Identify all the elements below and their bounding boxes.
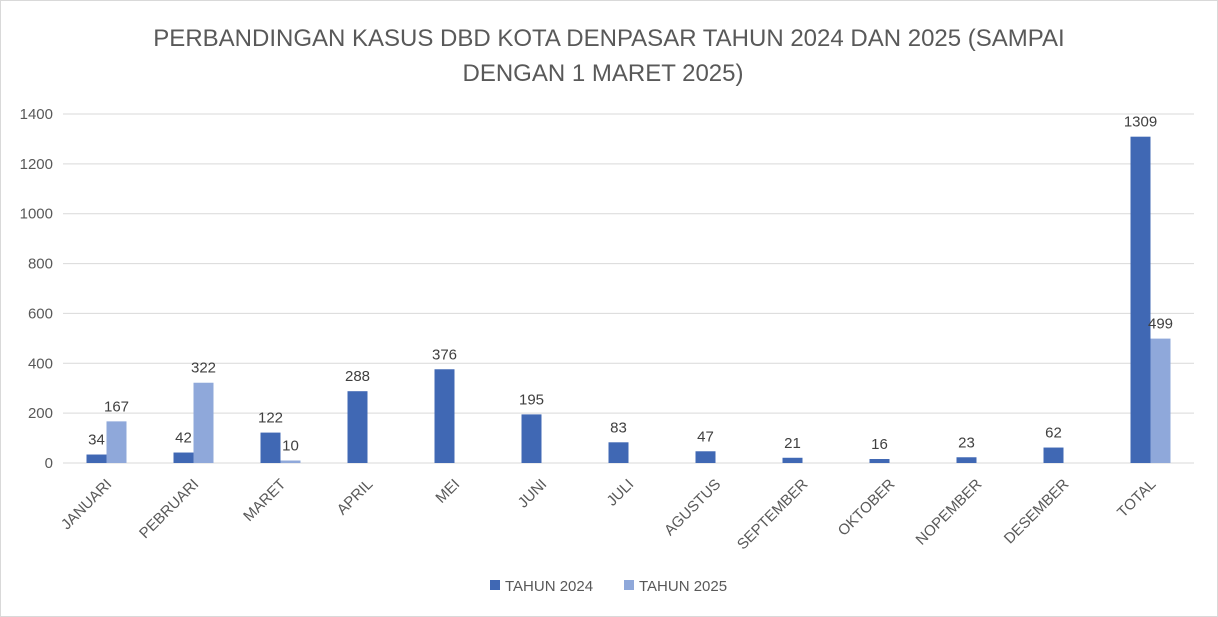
y-tick-label-1200: 1200 xyxy=(20,156,53,173)
data-label-tahun-2024-mei: 376 xyxy=(432,346,457,363)
x-category-label-total: TOTAL xyxy=(1114,476,1159,521)
bar-tahun-2024-nopember xyxy=(956,457,977,463)
y-tick-label-800: 800 xyxy=(28,256,53,273)
x-category-label-juni: JUNI xyxy=(515,476,551,512)
data-label-tahun-2025-pebruari: 322 xyxy=(191,360,216,377)
y-tick-label-1000: 1000 xyxy=(20,206,53,223)
x-category-label-nopember: NOPEMBER xyxy=(913,476,986,549)
bar-tahun-2025-total xyxy=(1150,338,1171,463)
bar-tahun-2024-januari xyxy=(86,454,107,463)
data-label-tahun-2024-april: 288 xyxy=(345,368,370,385)
data-label-tahun-2024-juni: 195 xyxy=(519,391,544,408)
legend: TAHUN 2024 TAHUN 2025 xyxy=(490,578,727,595)
chart-title-line-2: DENGAN 1 MARET 2025) xyxy=(463,60,744,87)
gridlines xyxy=(63,113,1194,464)
y-tick-label-400: 400 xyxy=(28,355,53,372)
bar-tahun-2024-september xyxy=(782,457,803,463)
bar-tahun-2024-pebruari xyxy=(173,452,194,463)
bar-tahun-2024-oktober xyxy=(869,459,890,463)
bar-tahun-2024-desember xyxy=(1043,447,1064,463)
data-label-tahun-2025-maret: 10 xyxy=(282,438,299,455)
bar-tahun-2024-april xyxy=(347,391,368,463)
y-tick-label-200: 200 xyxy=(28,405,53,422)
y-tick-label-1400: 1400 xyxy=(20,106,53,123)
bar-tahun-2024-mei xyxy=(434,369,455,463)
x-category-label-juli: JULI xyxy=(603,476,637,510)
legend-label-tahun-2025: TAHUN 2025 xyxy=(639,578,727,595)
data-label-tahun-2025-januari: 167 xyxy=(104,398,129,415)
x-category-label-pebruari: PEBRUARI xyxy=(136,476,202,542)
data-label-tahun-2024-januari: 34 xyxy=(88,432,105,449)
data-labels: 34 42 122 288 376 195 83 47 21 16 23 62 1309 167 322 10… xyxy=(88,114,1173,455)
legend-swatch-tahun-2025 xyxy=(624,580,634,590)
x-category-label-mei: MEI xyxy=(432,476,463,507)
bar-tahun-2024-maret xyxy=(260,432,281,463)
x-category-label-agustus: AGUSTUS xyxy=(661,476,724,539)
data-label-tahun-2024-total: 1309 xyxy=(1124,114,1157,131)
bars xyxy=(86,136,1171,463)
data-label-tahun-2024-nopember: 23 xyxy=(958,434,975,451)
y-axis-ticks: 0 200 400 600 800 1000 1200 1400 xyxy=(20,106,53,472)
data-label-tahun-2024-oktober: 16 xyxy=(871,436,888,453)
x-category-label-september: SEPTEMBER xyxy=(734,476,812,554)
x-category-label-maret: MARET xyxy=(240,476,289,525)
bar-tahun-2025-maret xyxy=(280,460,301,463)
data-label-tahun-2024-maret: 122 xyxy=(258,410,283,427)
y-tick-label-0: 0 xyxy=(45,455,53,472)
x-axis-categories: JANUARI PEBRUARI MARET APRIL MEI JUNI JULI AGUS… xyxy=(58,476,1159,554)
chart-title-line-1: PERBANDINGAN KASUS DBD KOTA DENPASAR TAH… xyxy=(153,25,1064,52)
legend-swatch-tahun-2024 xyxy=(490,580,500,590)
data-label-tahun-2024-september: 21 xyxy=(784,435,801,452)
data-label-tahun-2024-juli: 83 xyxy=(610,419,627,436)
y-tick-label-600: 600 xyxy=(28,305,53,322)
data-label-tahun-2025-total: 499 xyxy=(1148,316,1173,333)
x-category-label-januari: JANUARI xyxy=(58,476,115,533)
x-category-label-oktober: OKTOBER xyxy=(835,476,899,540)
bar-tahun-2024-juni xyxy=(521,414,542,463)
bar-tahun-2025-pebruari xyxy=(193,382,214,463)
x-category-label-desember: DESEMBER xyxy=(1001,476,1073,548)
data-label-tahun-2024-agustus: 47 xyxy=(697,428,714,445)
legend-label-tahun-2024: TAHUN 2024 xyxy=(505,578,593,595)
bar-tahun-2025-januari xyxy=(106,421,127,463)
bar-tahun-2024-agustus xyxy=(695,451,716,463)
data-label-tahun-2024-pebruari: 42 xyxy=(175,430,192,447)
bar-tahun-2024-juli xyxy=(608,442,629,463)
bar-tahun-2024-total xyxy=(1130,136,1151,463)
data-label-tahun-2024-desember: 62 xyxy=(1045,425,1062,442)
x-category-label-april: APRIL xyxy=(334,476,377,519)
